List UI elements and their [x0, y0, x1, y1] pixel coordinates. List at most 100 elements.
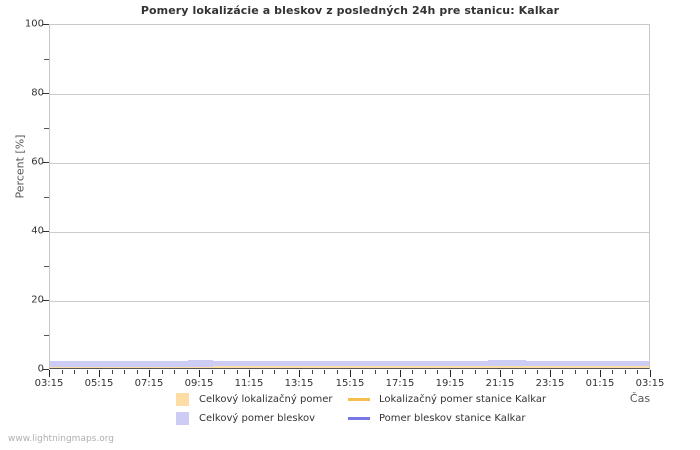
y-axis-tick-label: 60: [31, 156, 44, 168]
area-segment: [175, 366, 189, 368]
area-segment: [563, 365, 577, 368]
x-axis-tick-label: 01:15: [585, 378, 615, 389]
y-axis-tick-label: 100: [24, 18, 44, 30]
x-axis-minor-tick: [612, 370, 613, 374]
x-axis-minor-tick: [425, 370, 426, 374]
area-segment: [300, 361, 314, 368]
area-segment: [375, 361, 389, 368]
area-segment: [212, 360, 226, 368]
x-axis-minor-tick: [375, 370, 376, 374]
x-axis-minor-tick: [212, 370, 213, 374]
x-axis-tick: [249, 370, 250, 377]
x-axis-minor-tick: [224, 370, 225, 374]
legend: Celkový lokalizačný pomer Celkový pomer b…: [176, 392, 656, 426]
area-segment: [150, 366, 164, 368]
watermark: www.lightningmaps.org: [8, 434, 114, 444]
area-segment: [438, 365, 452, 368]
x-axis-tick-label: 19:15: [435, 378, 465, 389]
area-segment: [337, 361, 352, 368]
area-segment: [112, 366, 126, 368]
area-segment: [325, 365, 339, 368]
area-segment: [363, 361, 377, 368]
x-axis-tick-label: 23:15: [535, 378, 565, 389]
y-axis-minor-tick: [44, 196, 49, 198]
y-axis-tick-label: 20: [31, 294, 44, 306]
y-axis-tick: [43, 231, 49, 232]
legend-line-swatch: [348, 398, 370, 401]
x-axis-tick: [49, 370, 50, 377]
area-segment: [413, 361, 427, 368]
area-segment: [262, 361, 276, 368]
area-segment: [137, 361, 151, 368]
x-axis-minor-tick: [237, 370, 238, 374]
area-segment: [525, 360, 539, 368]
area-segment: [125, 361, 139, 368]
legend-item[interactable]: Celkový pomer bleskov: [176, 411, 315, 426]
area-segment: [500, 365, 514, 368]
area-segment: [550, 365, 564, 368]
x-axis-tick: [99, 370, 100, 377]
area-segment: [150, 361, 164, 368]
area-segment: [513, 365, 527, 368]
area-segment: [237, 366, 251, 368]
area-segment: [75, 361, 89, 368]
plot-area: [49, 24, 650, 369]
y-axis-tick: [43, 162, 49, 163]
x-axis-minor-tick: [112, 370, 113, 374]
area-segment: [250, 361, 264, 368]
x-axis-minor-tick: [262, 370, 263, 374]
legend-item[interactable]: Celkový lokalizačný pomer: [176, 392, 332, 407]
area-segment: [350, 361, 364, 368]
x-axis-minor-tick: [137, 370, 138, 374]
x-axis-tick-label: 03:15: [635, 378, 665, 389]
area-segment: [575, 365, 589, 368]
area-segment: [112, 361, 126, 368]
area-segment: [563, 361, 577, 368]
x-axis-tick: [600, 370, 601, 377]
x-axis-tick-label: 11:15: [234, 378, 264, 389]
area-segment: [400, 361, 414, 368]
x-axis-minor-tick: [362, 370, 363, 374]
y-axis-minor-tick: [44, 127, 49, 129]
x-axis-minor-tick: [287, 370, 288, 374]
area-segment: [325, 361, 339, 368]
x-axis-tick: [299, 370, 300, 377]
x-axis-minor-tick: [274, 370, 275, 374]
legend-label: Lokalizačný pomer stanice Kalkar: [379, 394, 547, 405]
area-segment: [488, 365, 502, 368]
area-segment: [225, 361, 239, 368]
area-segment: [363, 365, 377, 368]
area-segment: [475, 365, 489, 368]
area-segment: [375, 365, 389, 368]
x-axis-tick-label: 15:15: [335, 378, 365, 389]
x-axis-minor-tick: [437, 370, 438, 374]
legend-item[interactable]: Pomer bleskov stanice Kalkar: [348, 411, 525, 426]
area-segment: [413, 365, 427, 368]
x-axis-tick-label: 07:15: [134, 378, 164, 389]
y-axis-tick-label: 40: [31, 225, 44, 237]
area-segment: [50, 366, 64, 368]
x-axis-minor-tick: [512, 370, 513, 374]
x-axis-tick-label: 03:15: [34, 378, 64, 389]
legend-label: Pomer bleskov stanice Kalkar: [379, 413, 526, 424]
area-segment: [625, 361, 640, 368]
area-segment: [350, 365, 364, 368]
area-segment: [187, 360, 201, 368]
area-segment: [162, 361, 176, 368]
area-segment: [225, 366, 239, 368]
x-axis-minor-tick: [412, 370, 413, 374]
x-axis-tick: [149, 370, 150, 377]
area-segment: [588, 361, 602, 368]
area-segment: [312, 365, 327, 368]
area-segment: [175, 360, 189, 368]
area-segment: [300, 366, 314, 368]
area-segment: [100, 366, 114, 368]
x-axis-minor-tick: [162, 370, 163, 374]
area-segment: [613, 366, 627, 368]
area-segment: [162, 366, 176, 368]
area-segment: [400, 365, 414, 368]
legend-item[interactable]: Lokalizačný pomer stanice Kalkar: [348, 392, 546, 407]
area-segment: [262, 366, 276, 368]
y-axis-label: Percent [%]: [13, 134, 27, 199]
area-segment: [87, 361, 101, 368]
